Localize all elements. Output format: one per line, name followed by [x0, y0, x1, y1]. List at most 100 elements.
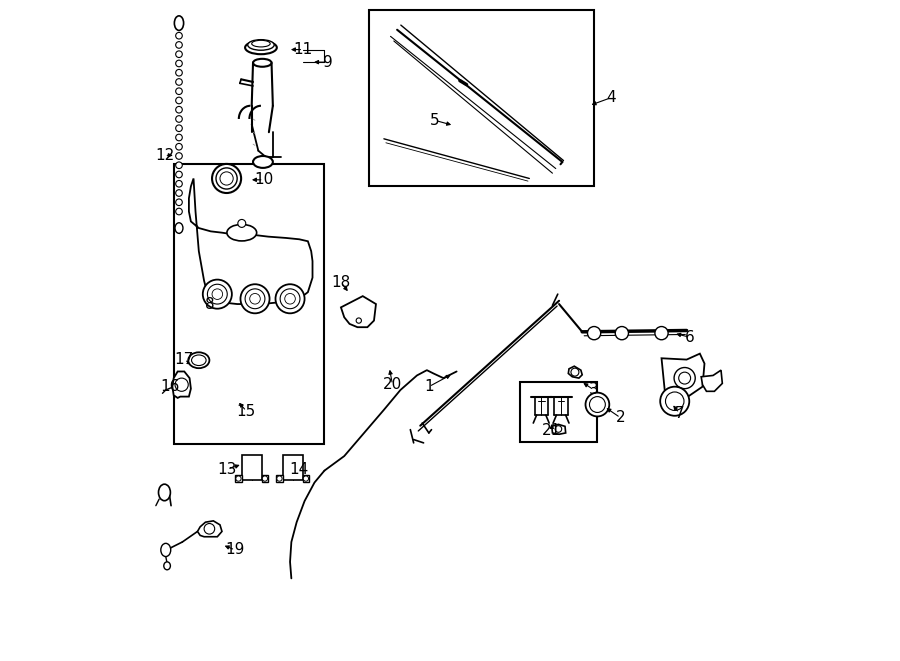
Circle shape — [176, 134, 183, 141]
Circle shape — [245, 289, 265, 309]
Text: 13: 13 — [218, 462, 237, 477]
Circle shape — [262, 476, 267, 481]
Circle shape — [655, 327, 668, 340]
Circle shape — [616, 327, 628, 340]
Polygon shape — [302, 475, 310, 482]
Polygon shape — [701, 370, 723, 391]
Circle shape — [356, 318, 362, 323]
Circle shape — [275, 284, 304, 313]
Ellipse shape — [164, 562, 170, 570]
Polygon shape — [235, 475, 242, 482]
Text: 8: 8 — [205, 297, 215, 311]
Circle shape — [176, 143, 183, 150]
Text: 19: 19 — [226, 543, 245, 557]
Circle shape — [284, 293, 295, 304]
Ellipse shape — [192, 355, 206, 366]
Polygon shape — [276, 475, 283, 482]
Ellipse shape — [175, 16, 184, 30]
Text: 11: 11 — [293, 42, 313, 57]
Ellipse shape — [253, 156, 273, 168]
Circle shape — [303, 476, 309, 481]
Circle shape — [212, 164, 241, 193]
Bar — [174, 164, 324, 444]
Circle shape — [176, 180, 183, 187]
Polygon shape — [552, 424, 566, 434]
Circle shape — [212, 289, 222, 299]
Polygon shape — [568, 366, 582, 378]
Circle shape — [202, 280, 232, 309]
Text: 20: 20 — [382, 377, 402, 392]
Circle shape — [277, 476, 282, 481]
Circle shape — [280, 289, 300, 309]
Text: 7: 7 — [675, 406, 684, 420]
Text: 6: 6 — [684, 330, 694, 344]
Bar — [283, 455, 302, 480]
Ellipse shape — [245, 41, 277, 54]
Polygon shape — [197, 521, 222, 537]
Ellipse shape — [188, 352, 210, 368]
Polygon shape — [173, 371, 191, 398]
Text: 4: 4 — [606, 91, 616, 105]
Circle shape — [238, 219, 246, 227]
Text: 1: 1 — [424, 379, 434, 394]
Circle shape — [176, 199, 183, 206]
Ellipse shape — [253, 59, 272, 67]
Circle shape — [661, 387, 689, 416]
Circle shape — [665, 392, 684, 410]
Circle shape — [176, 51, 183, 58]
Circle shape — [588, 327, 600, 340]
Circle shape — [176, 106, 183, 113]
Text: 21: 21 — [542, 424, 562, 438]
Circle shape — [176, 171, 183, 178]
Circle shape — [586, 393, 609, 416]
Polygon shape — [662, 354, 705, 397]
Circle shape — [555, 426, 562, 432]
Bar — [369, 10, 594, 186]
Text: 14: 14 — [290, 462, 309, 477]
Circle shape — [176, 208, 183, 215]
Circle shape — [175, 378, 188, 391]
Circle shape — [590, 397, 606, 412]
Circle shape — [679, 372, 690, 384]
Circle shape — [204, 524, 215, 534]
Text: 3: 3 — [590, 383, 599, 397]
Circle shape — [176, 79, 183, 85]
Ellipse shape — [158, 484, 170, 501]
Ellipse shape — [227, 224, 256, 241]
Ellipse shape — [252, 40, 270, 47]
Circle shape — [236, 476, 241, 481]
Text: 2: 2 — [616, 410, 625, 425]
Circle shape — [571, 368, 579, 376]
Circle shape — [176, 153, 183, 159]
Circle shape — [240, 284, 269, 313]
Text: 9: 9 — [323, 55, 333, 69]
Circle shape — [207, 284, 227, 304]
Circle shape — [176, 60, 183, 67]
Circle shape — [176, 88, 183, 95]
Text: 17: 17 — [175, 352, 194, 367]
Circle shape — [176, 97, 183, 104]
Text: 18: 18 — [331, 275, 351, 290]
Circle shape — [176, 42, 183, 48]
Bar — [242, 455, 262, 480]
Polygon shape — [189, 178, 312, 304]
Ellipse shape — [175, 223, 183, 233]
Ellipse shape — [161, 543, 171, 557]
Circle shape — [176, 190, 183, 196]
Text: 10: 10 — [254, 173, 274, 187]
Text: 15: 15 — [237, 404, 256, 418]
Circle shape — [249, 293, 260, 304]
Polygon shape — [341, 296, 376, 327]
Polygon shape — [262, 475, 268, 482]
Text: 5: 5 — [430, 113, 439, 128]
Circle shape — [176, 69, 183, 76]
Bar — [520, 382, 597, 442]
Circle shape — [220, 172, 233, 185]
Text: 16: 16 — [161, 379, 180, 394]
Circle shape — [176, 116, 183, 122]
Circle shape — [176, 32, 183, 39]
Circle shape — [176, 162, 183, 169]
Text: 12: 12 — [155, 148, 174, 163]
Ellipse shape — [248, 40, 274, 50]
Circle shape — [216, 168, 238, 189]
